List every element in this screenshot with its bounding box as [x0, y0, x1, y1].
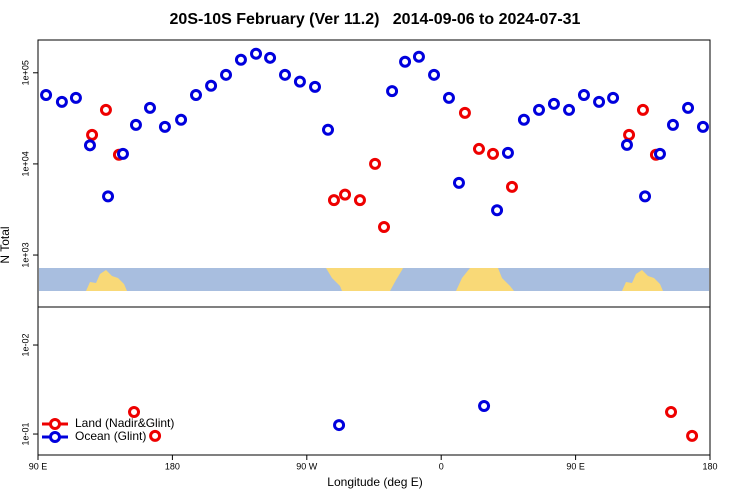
point: [682, 101, 695, 114]
land: [326, 268, 403, 291]
point: [69, 91, 82, 104]
point: [686, 429, 699, 442]
y-tick-label: 1e-02: [20, 334, 30, 357]
point: [102, 190, 115, 203]
point: [452, 176, 465, 189]
point: [333, 419, 346, 432]
point: [339, 188, 352, 201]
point: [666, 118, 679, 131]
point: [533, 103, 546, 116]
point: [293, 75, 306, 88]
bottom-panel-frame: [37, 306, 711, 456]
point: [327, 194, 340, 207]
point: [278, 68, 291, 81]
chart-title: 20S-10S February (Ver 11.2) 2014-09-06 t…: [170, 11, 581, 28]
point: [428, 68, 441, 81]
y-tick-label: 1e-01: [20, 423, 30, 446]
point: [144, 101, 156, 114]
point: [577, 89, 590, 102]
x-tick-label: 180: [165, 461, 180, 471]
point: [378, 221, 391, 234]
point: [487, 147, 500, 160]
map-strip: [39, 268, 709, 291]
point: [547, 97, 560, 110]
x-tick-label: 0: [439, 461, 444, 471]
point: [653, 147, 666, 160]
point: [99, 103, 112, 116]
y-axis-label: N Total: [0, 226, 12, 263]
point: [593, 95, 606, 108]
point: [116, 147, 129, 160]
legend-marker: [49, 418, 61, 430]
point: [158, 120, 171, 133]
y-tick-label: 1e+05: [20, 60, 30, 85]
point: [505, 180, 518, 193]
x-tick-label: 90 W: [296, 461, 318, 471]
point: [353, 194, 366, 207]
point: [478, 399, 491, 412]
land: [86, 270, 127, 291]
point: [205, 79, 218, 92]
point: [412, 50, 425, 63]
point: [149, 429, 162, 442]
point: [501, 146, 514, 159]
legend-label: Land (Nadir&Glint): [75, 416, 174, 430]
point: [189, 89, 202, 102]
legend-label: Ocean (Glint): [75, 429, 146, 443]
point: [620, 138, 633, 151]
point: [309, 80, 322, 93]
x-tick-label: 90 E: [29, 461, 48, 471]
point: [563, 103, 576, 116]
point: [696, 120, 709, 133]
x-tick-label: 90 E: [566, 461, 585, 471]
point: [491, 204, 504, 217]
point: [86, 128, 99, 141]
point: [639, 190, 652, 203]
point: [399, 55, 412, 68]
y-tick-label: 1e+03: [20, 242, 30, 267]
point: [517, 113, 530, 126]
point: [472, 142, 485, 155]
point: [665, 406, 678, 419]
point: [175, 113, 188, 126]
point: [220, 68, 233, 81]
land: [456, 268, 514, 291]
point: [129, 118, 142, 131]
point: [322, 123, 335, 136]
point: [607, 91, 620, 104]
point: [264, 51, 277, 64]
point: [250, 47, 263, 60]
top-panel-frame: [37, 39, 711, 308]
point: [83, 139, 96, 152]
legend-marker: [49, 431, 61, 443]
x-axis-label: Longitude (deg E): [327, 475, 422, 489]
point: [458, 106, 471, 119]
land: [622, 270, 663, 291]
x-tick-label: 180: [702, 461, 717, 471]
point: [442, 91, 455, 104]
point: [386, 85, 399, 98]
point: [234, 53, 247, 66]
point: [128, 406, 141, 419]
point: [55, 95, 68, 108]
point: [623, 128, 636, 141]
point: [636, 103, 649, 116]
y-tick-label: 1e+04: [20, 151, 30, 176]
point: [40, 89, 53, 102]
point: [369, 157, 382, 170]
